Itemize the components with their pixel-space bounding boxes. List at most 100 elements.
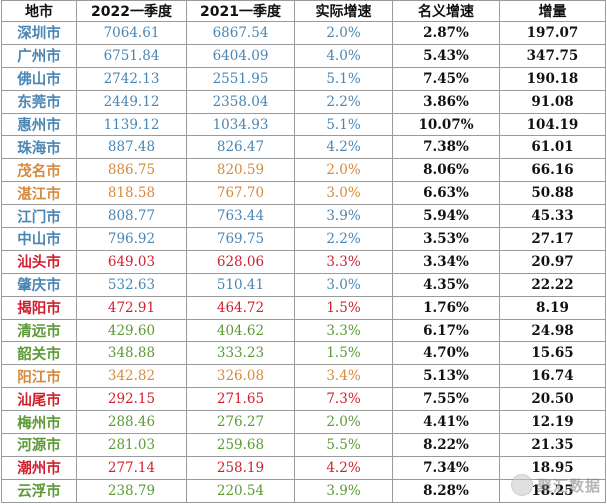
table-row: 汕尾市 292.15 271.65 7.3% 7.55% 20.50: [1, 387, 606, 412]
q2021-cell: 510.41: [186, 272, 295, 297]
increase-cell: 12.19: [499, 410, 606, 435]
real-growth-cell: 2.0%: [294, 158, 393, 183]
increase-cell: 20.97: [499, 249, 606, 274]
real-growth-cell: 4.0%: [294, 43, 393, 68]
q2021-cell: 6867.54: [186, 21, 295, 45]
table-row: 肇庆市 532.63 510.41 3.0% 4.35% 22.22: [1, 272, 606, 297]
q2021-cell: 628.06: [186, 249, 295, 274]
city-cell: 茂名市: [1, 158, 77, 183]
increase-cell: 20.50: [499, 387, 606, 412]
q2022-cell: 796.92: [76, 227, 187, 251]
q2022-cell: 818.58: [76, 181, 187, 206]
q2021-cell: 464.72: [186, 295, 295, 320]
table-row: 阳江市 342.82 326.08 3.4% 5.13% 16.74: [1, 364, 606, 389]
q2021-cell: 326.08: [186, 364, 295, 389]
increase-cell: 8.19: [499, 295, 606, 320]
nominal-growth-cell: 5.13%: [392, 364, 500, 389]
real-growth-cell: 2.2%: [294, 227, 393, 251]
q2021-cell: 2358.04: [186, 89, 295, 114]
city-cell: 珠海市: [1, 135, 77, 160]
increase-cell: 18.25: [499, 478, 606, 503]
table-row: 揭阳市 472.91 464.72 1.5% 1.76% 8.19: [1, 295, 606, 320]
increase-cell: 91.08: [499, 89, 606, 114]
city-cell: 梅州市: [1, 410, 77, 435]
city-cell: 韶关市: [1, 341, 77, 366]
nominal-growth-cell: 5.94%: [392, 204, 500, 229]
increase-cell: 15.65: [499, 341, 606, 366]
nominal-growth-cell: 5.43%: [392, 43, 500, 68]
city-cell: 云浮市: [1, 478, 77, 503]
table-row: 云浮市 238.79 220.54 3.9% 8.28% 18.25: [1, 478, 606, 503]
q2021-cell: 1034.93: [186, 112, 295, 137]
city-cell: 河源市: [1, 433, 77, 457]
table-row: 江门市 808.77 763.44 3.9% 5.94% 45.33: [1, 204, 606, 229]
q2022-cell: 348.88: [76, 341, 187, 366]
table-row: 河源市 281.03 259.68 5.5% 8.22% 21.35: [1, 433, 606, 457]
column-header-real-growth: 实际增速: [294, 0, 393, 22]
city-cell: 揭阳市: [1, 295, 77, 320]
q2021-cell: 220.54: [186, 478, 295, 503]
q2021-cell: 271.65: [186, 387, 295, 412]
q2022-cell: 2449.12: [76, 89, 187, 114]
real-growth-cell: 2.0%: [294, 21, 393, 45]
table-row: 东莞市 2449.12 2358.04 2.2% 3.86% 91.08: [1, 89, 606, 114]
q2022-cell: 6751.84: [76, 43, 187, 68]
nominal-growth-cell: 8.28%: [392, 478, 500, 503]
nominal-growth-cell: 6.17%: [392, 318, 500, 343]
city-cell: 肇庆市: [1, 272, 77, 297]
q2022-cell: 532.63: [76, 272, 187, 297]
increase-cell: 347.75: [499, 43, 606, 68]
real-growth-cell: 5.1%: [294, 66, 393, 91]
column-header-increase: 增量: [499, 0, 606, 22]
nominal-growth-cell: 2.87%: [392, 21, 500, 45]
increase-cell: 27.17: [499, 227, 606, 251]
q2022-cell: 886.75: [76, 158, 187, 183]
nominal-growth-cell: 4.35%: [392, 272, 500, 297]
q2022-cell: 342.82: [76, 364, 187, 389]
increase-cell: 18.95: [499, 455, 606, 480]
city-cell: 潮州市: [1, 455, 77, 480]
q2022-cell: 472.91: [76, 295, 187, 320]
column-header-q2022: 2022一季度: [76, 0, 187, 22]
real-growth-cell: 1.5%: [294, 341, 393, 366]
real-growth-cell: 3.3%: [294, 318, 393, 343]
q2021-cell: 333.23: [186, 341, 295, 366]
table-row: 梅州市 288.46 276.27 2.0% 4.41% 12.19: [1, 410, 606, 435]
nominal-growth-cell: 3.34%: [392, 249, 500, 274]
q2021-cell: 2551.95: [186, 66, 295, 91]
real-growth-cell: 3.9%: [294, 204, 393, 229]
q2021-cell: 763.44: [186, 204, 295, 229]
nominal-growth-cell: 7.55%: [392, 387, 500, 412]
real-growth-cell: 1.5%: [294, 295, 393, 320]
nominal-growth-cell: 3.53%: [392, 227, 500, 251]
q2022-cell: 429.60: [76, 318, 187, 343]
city-cell: 广州市: [1, 43, 77, 68]
column-header-nominal-growth: 名义增速: [392, 0, 500, 22]
increase-cell: 45.33: [499, 204, 606, 229]
nominal-growth-cell: 8.22%: [392, 433, 500, 457]
city-cell: 佛山市: [1, 66, 77, 91]
header-row: 地市 2022一季度 2021一季度 实际增速 名义增速 增量: [1, 0, 606, 22]
q2021-cell: 6404.09: [186, 43, 295, 68]
city-cell: 深圳市: [1, 21, 77, 45]
table-row: 韶关市 348.88 333.23 1.5% 4.70% 15.65: [1, 341, 606, 366]
real-growth-cell: 2.2%: [294, 89, 393, 114]
table-row: 汕头市 649.03 628.06 3.3% 3.34% 20.97: [1, 249, 606, 274]
city-cell: 清远市: [1, 318, 77, 343]
nominal-growth-cell: 10.07%: [392, 112, 500, 137]
real-growth-cell: 2.0%: [294, 410, 393, 435]
increase-cell: 24.98: [499, 318, 606, 343]
increase-cell: 21.35: [499, 433, 606, 457]
increase-cell: 190.18: [499, 66, 606, 91]
q2021-cell: 820.59: [186, 158, 295, 183]
nominal-growth-cell: 4.70%: [392, 341, 500, 366]
q2021-cell: 404.62: [186, 318, 295, 343]
city-cell: 汕头市: [1, 249, 77, 274]
q2021-cell: 767.70: [186, 181, 295, 206]
real-growth-cell: 3.0%: [294, 272, 393, 297]
nominal-growth-cell: 6.63%: [392, 181, 500, 206]
q2022-cell: 7064.61: [76, 21, 187, 45]
table-row: 深圳市 7064.61 6867.54 2.0% 2.87% 197.07: [1, 21, 606, 45]
table-row: 佛山市 2742.13 2551.95 5.1% 7.45% 190.18: [1, 66, 606, 91]
